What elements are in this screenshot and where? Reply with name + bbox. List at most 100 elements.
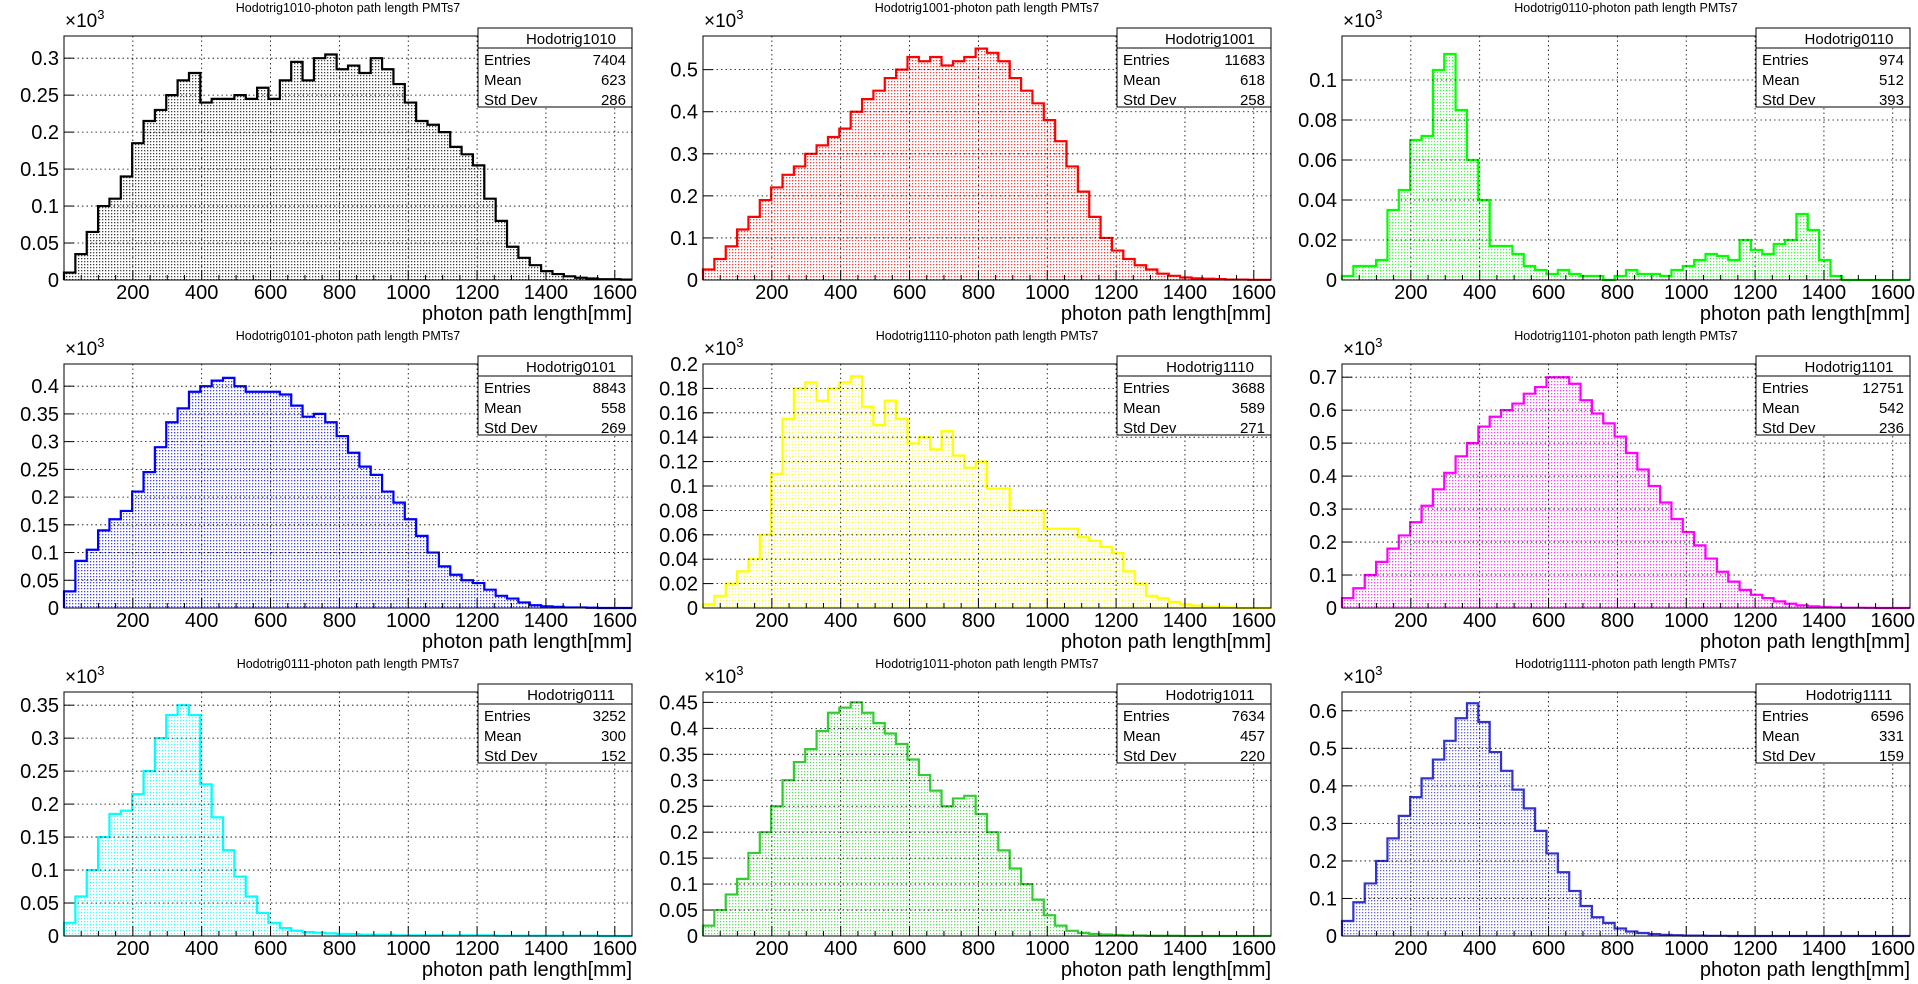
y-tick-label: 0.02 — [1298, 230, 1337, 252]
histogram-bin — [1466, 443, 1479, 608]
histogram-bin — [1032, 899, 1044, 936]
histogram-bin — [257, 391, 269, 608]
stats-label: Mean — [484, 728, 522, 745]
plot-frame — [63, 363, 633, 609]
histogram-bin — [1739, 589, 1751, 608]
histogram-bin — [827, 712, 840, 936]
y-multiplier: ×103 — [704, 335, 743, 360]
histogram-bin — [1501, 770, 1513, 936]
histogram-bin — [1705, 558, 1717, 608]
histogram-bin — [64, 922, 76, 936]
histogram-bin — [1342, 598, 1354, 608]
stats-label: Entries — [1762, 52, 1809, 69]
histogram-bin — [325, 933, 337, 936]
histogram-bin — [1387, 838, 1399, 936]
y-tick-label: 0.1 — [31, 860, 59, 882]
histogram-bin — [907, 443, 919, 608]
x-tick-label: 1200 — [1094, 610, 1139, 632]
histogram-bin — [930, 790, 942, 936]
histogram-bin — [245, 98, 258, 281]
histogram-bin — [211, 380, 224, 608]
histogram-bin — [748, 216, 760, 280]
x-axis-label: photon path length[mm] — [1061, 631, 1271, 653]
stats-label: Mean — [1762, 400, 1800, 417]
histogram-bin — [257, 87, 269, 281]
histogram-bin — [862, 99, 874, 280]
y-tick-label: 0.04 — [1298, 190, 1337, 212]
y-tick-label: 0.35 — [20, 404, 59, 426]
y-tick-label: 0.6 — [1309, 400, 1337, 422]
histogram-bin — [964, 467, 976, 608]
stats-label: Mean — [484, 400, 522, 417]
stats-value: 7634 — [1232, 708, 1265, 725]
histogram-bin — [393, 84, 405, 280]
histogram-bin — [737, 571, 749, 608]
histogram-title: Hodotrig1011-photon path length PMTs7 — [875, 657, 1099, 671]
histogram-panel-hodotrig0111: 200 400 600 800 1000 1200 1400 1600 0 0.05 0.1 0.15… — [20, 657, 637, 981]
histogram-bin — [839, 128, 851, 280]
x-axis-label: photon path length[mm] — [1700, 959, 1910, 981]
x-axis-label: photon path length[mm] — [1700, 631, 1910, 653]
histogram-panel-hodotrig1010: 200 400 600 800 1000 1200 1400 1600 0 0.05 0.1 0.15… — [20, 1, 637, 325]
y-tick-label: 0.25 — [20, 761, 59, 783]
histogram-bin — [268, 922, 280, 936]
stats-label: Entries — [1123, 52, 1170, 69]
histogram-bin — [1043, 528, 1056, 608]
histogram-bin — [998, 850, 1010, 936]
stats-label: Std Dev — [1762, 748, 1816, 765]
stats-box: Hodotrig1010 Entries 7404 Mean 623 Std Dev 286 — [477, 27, 633, 109]
histogram-bin — [1009, 868, 1022, 936]
stats-label: Entries — [484, 380, 531, 397]
x-tick-label: 200 — [755, 938, 788, 960]
histogram-bin — [918, 775, 931, 936]
histogram-bin — [234, 95, 246, 280]
histogram-bin — [862, 406, 874, 608]
histogram-bin — [896, 418, 908, 608]
histogram-bin — [1557, 872, 1570, 936]
histogram-bin — [188, 715, 201, 936]
histogram-bin — [1716, 256, 1729, 280]
histogram-bin — [1055, 141, 1067, 280]
x-tick-label: 1400 — [1163, 610, 1208, 632]
histogram-bin — [188, 391, 201, 608]
histogram-bin — [1066, 166, 1078, 280]
stats-label: Mean — [1123, 728, 1161, 745]
histogram-title: Hodotrig1111-photon path length PMTs7 — [1515, 657, 1737, 671]
histogram-bin — [759, 534, 772, 608]
gridlines — [64, 364, 632, 608]
histogram-panel-hodotrig1001: 200 400 600 800 1000 1200 1400 1600 0 0.1 0.2 0.3 0.… — [670, 1, 1276, 325]
plot-frame — [702, 691, 1272, 937]
x-tick-label: 800 — [323, 938, 356, 960]
histogram-bin — [1557, 377, 1570, 608]
histogram-bin — [1705, 254, 1717, 280]
histogram-bin — [737, 229, 749, 280]
histogram-bin — [1682, 532, 1695, 608]
histogram-bin — [1376, 561, 1388, 608]
histogram-title: Hodotrig1010-photon path length PMTs7 — [236, 1, 461, 15]
histogram-bin — [987, 832, 999, 936]
histogram-panel-hodotrig0110: 200 400 600 800 1000 1200 1400 1600 0 0.02 0.04 0.0… — [1298, 1, 1915, 325]
histogram-bin — [771, 187, 783, 280]
y-tick-label: 0.1 — [670, 476, 698, 498]
histogram-bin — [450, 146, 462, 280]
histogram-bin — [143, 472, 155, 608]
x-tick-label: 1000 — [1664, 938, 1709, 960]
stats-value: 558 — [601, 400, 626, 417]
histogram-bin — [1066, 528, 1078, 608]
histogram-bin — [839, 707, 851, 936]
histogram-outline — [62, 376, 632, 610]
plot-frame — [63, 35, 633, 281]
histogram-bin — [541, 271, 553, 280]
stats-value: 457 — [1240, 728, 1265, 745]
histogram-bin — [234, 876, 246, 936]
histogram-bin — [1603, 423, 1615, 608]
histogram-bin — [1466, 703, 1479, 936]
histogram-bin — [941, 806, 953, 936]
histogram-bin — [132, 143, 144, 280]
histogram-bin — [109, 198, 121, 280]
x-tick-label: 600 — [1532, 610, 1565, 632]
y-tick-label: 0.2 — [670, 354, 698, 376]
histogram-panel-hodotrig1011: 200 400 600 800 1000 1200 1400 1600 0 0.05 0.1 0.15… — [659, 657, 1276, 981]
x-tick-label: 400 — [185, 610, 218, 632]
y-tick-label: 0.3 — [670, 144, 698, 166]
